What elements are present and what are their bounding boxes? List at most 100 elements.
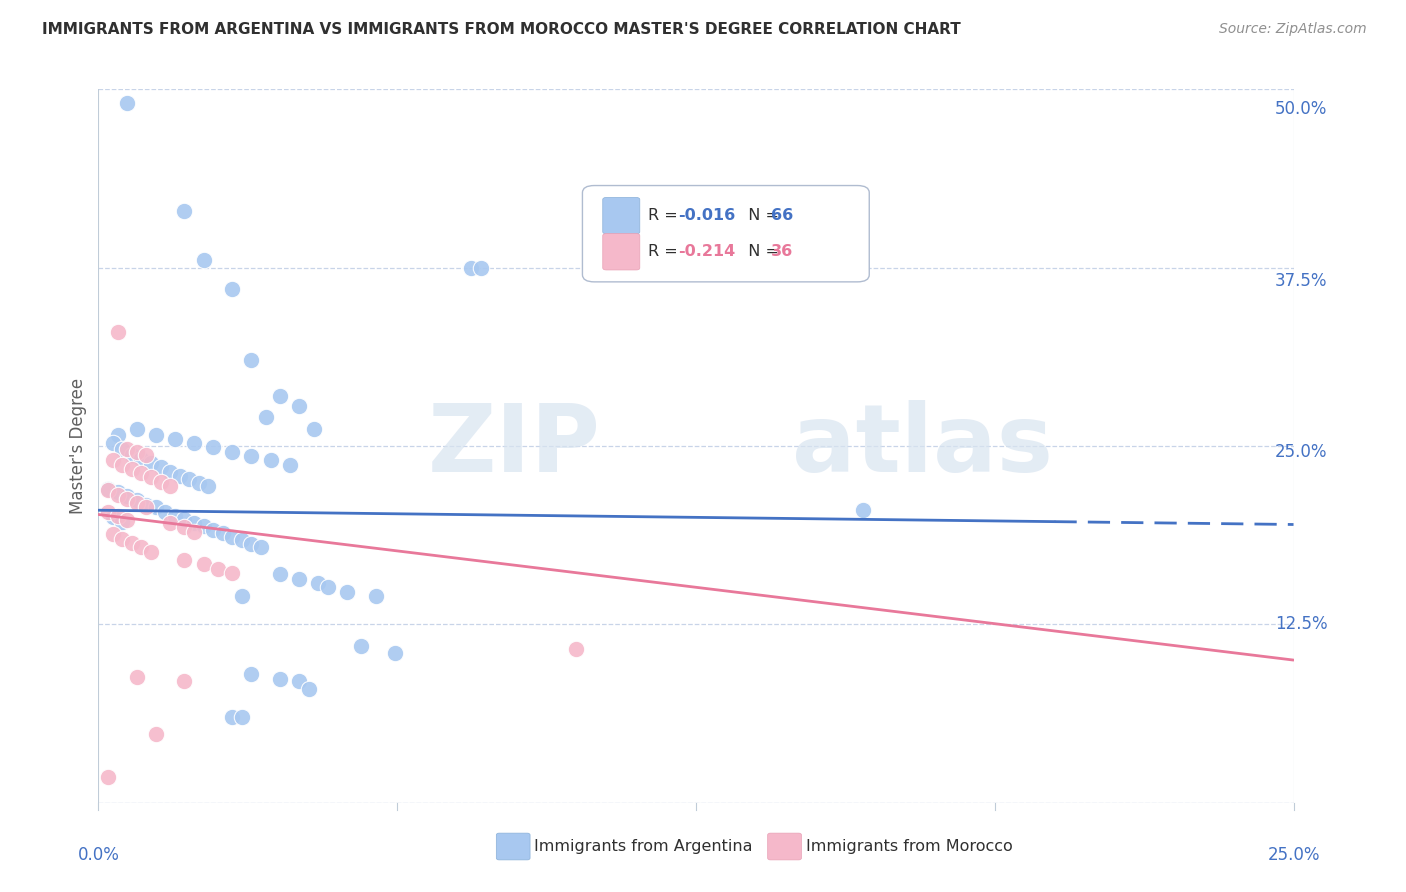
Point — [260, 558, 283, 572]
Text: 66: 66 — [789, 221, 811, 236]
Text: -0.214: -0.214 — [704, 256, 762, 271]
Point — [600, 639, 623, 653]
Point — [208, 451, 231, 466]
Point — [418, 588, 440, 602]
Point — [181, 433, 204, 447]
Point — [186, 516, 209, 531]
Point — [391, 583, 413, 598]
Point — [200, 449, 222, 463]
Text: IMMIGRANTS FROM ARGENTINA VS IMMIGRANTS FROM MOROCCO MASTER'S DEGREE CORRELATION: IMMIGRANTS FROM ARGENTINA VS IMMIGRANTS … — [42, 22, 960, 37]
Point — [200, 665, 222, 680]
Point — [243, 670, 266, 684]
Point — [212, 545, 235, 559]
Point — [347, 670, 370, 684]
Point — [405, 636, 427, 650]
Point — [195, 537, 218, 551]
Point — [252, 517, 274, 532]
Point — [505, 271, 527, 285]
Point — [322, 457, 344, 471]
Point — [862, 505, 884, 519]
FancyBboxPatch shape — [617, 200, 879, 293]
Point — [243, 514, 266, 528]
Point — [260, 520, 283, 534]
Point — [217, 502, 239, 516]
Point — [195, 466, 218, 480]
Point — [173, 507, 195, 521]
Point — [243, 522, 266, 536]
Point — [330, 567, 353, 582]
Point — [204, 541, 226, 555]
Point — [330, 395, 353, 409]
Point — [339, 461, 361, 475]
Text: R =: R = — [678, 221, 711, 236]
Point — [181, 490, 204, 504]
Text: Immigrants from Argentina: Immigrants from Argentina — [534, 839, 752, 854]
Point — [256, 479, 278, 493]
Text: Immigrants from Morocco: Immigrants from Morocco — [806, 839, 1012, 854]
Point — [330, 667, 353, 681]
Text: 0.0%: 0.0% — [155, 835, 197, 853]
Point — [186, 446, 209, 460]
Point — [252, 441, 274, 455]
Point — [231, 482, 253, 496]
Point — [304, 361, 326, 376]
Point — [191, 446, 214, 460]
Point — [212, 459, 235, 474]
Point — [269, 445, 291, 459]
Point — [173, 486, 195, 500]
Point — [269, 524, 291, 539]
Point — [264, 482, 287, 496]
Point — [366, 575, 388, 590]
Point — [217, 721, 239, 735]
Text: atlas: atlas — [807, 404, 1069, 497]
Point — [217, 433, 239, 447]
Point — [278, 527, 301, 541]
Point — [287, 449, 309, 463]
Text: -0.016: -0.016 — [704, 221, 762, 236]
Point — [243, 217, 266, 231]
Point — [177, 441, 200, 455]
Point — [318, 416, 340, 430]
Text: N =: N = — [759, 256, 804, 271]
Point — [235, 436, 257, 450]
Point — [360, 427, 382, 442]
Point — [186, 461, 209, 475]
Point — [200, 496, 222, 510]
Point — [347, 405, 370, 419]
Point — [295, 705, 318, 719]
Point — [204, 469, 226, 483]
Point — [252, 525, 274, 540]
Point — [177, 512, 200, 526]
Text: ZIP: ZIP — [461, 404, 633, 497]
Point — [177, 457, 200, 471]
Text: R =: R = — [678, 256, 711, 271]
Point — [295, 588, 318, 602]
Text: 36: 36 — [789, 256, 811, 271]
Y-axis label: Master's Degree: Master's Degree — [69, 383, 87, 518]
Point — [243, 553, 266, 567]
Point — [195, 451, 218, 466]
Point — [221, 464, 243, 478]
Text: Source: ZipAtlas.com: Source: ZipAtlas.com — [1219, 22, 1367, 37]
Point — [347, 571, 370, 585]
Point — [247, 475, 270, 489]
Point — [295, 534, 318, 549]
Point — [204, 456, 226, 470]
Point — [177, 528, 200, 542]
Point — [304, 663, 326, 677]
Point — [181, 510, 204, 524]
Point — [191, 113, 214, 128]
Point — [312, 541, 335, 555]
Point — [239, 472, 262, 486]
Point — [356, 677, 378, 691]
Point — [287, 293, 309, 307]
Point — [304, 538, 326, 552]
Text: N =: N = — [759, 221, 804, 236]
Point — [287, 705, 309, 719]
Point — [231, 517, 253, 532]
Point — [191, 491, 214, 506]
Point — [212, 474, 235, 488]
Point — [304, 453, 326, 467]
Point — [225, 507, 247, 521]
FancyBboxPatch shape — [636, 211, 669, 246]
